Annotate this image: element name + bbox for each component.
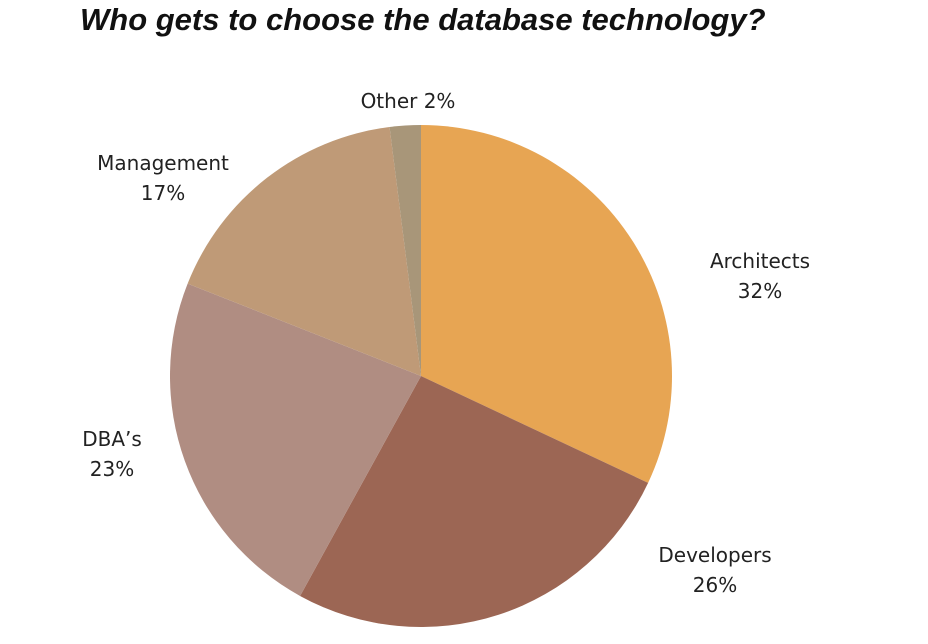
slice-label-value: 17% [141, 181, 185, 205]
pie-slice-architects [421, 125, 672, 483]
slice-label: DBA’s 23% [82, 427, 142, 481]
slice-label-name: Architects [710, 249, 810, 273]
slice-label-name: DBA’s [82, 427, 142, 451]
slice-label: Other 2% [361, 89, 456, 113]
pie-slice-management [187, 126, 421, 376]
pie-slice-other [389, 125, 421, 376]
slice-label: Management 17% [97, 151, 229, 205]
slice-label: Developers 26% [658, 543, 771, 597]
slice-label: Architects 32% [710, 249, 810, 303]
pie-slice-developers [300, 376, 649, 628]
slice-label-value: 32% [738, 279, 782, 303]
pie-slice-dbas [170, 283, 421, 596]
slice-label-name: Developers [658, 543, 771, 567]
slice-label-name: Management [97, 151, 229, 175]
slice-label-value: 26% [693, 573, 737, 597]
chart-title: Who gets to choose the database technolo… [80, 2, 766, 37]
slice-label-value: 23% [90, 457, 134, 481]
